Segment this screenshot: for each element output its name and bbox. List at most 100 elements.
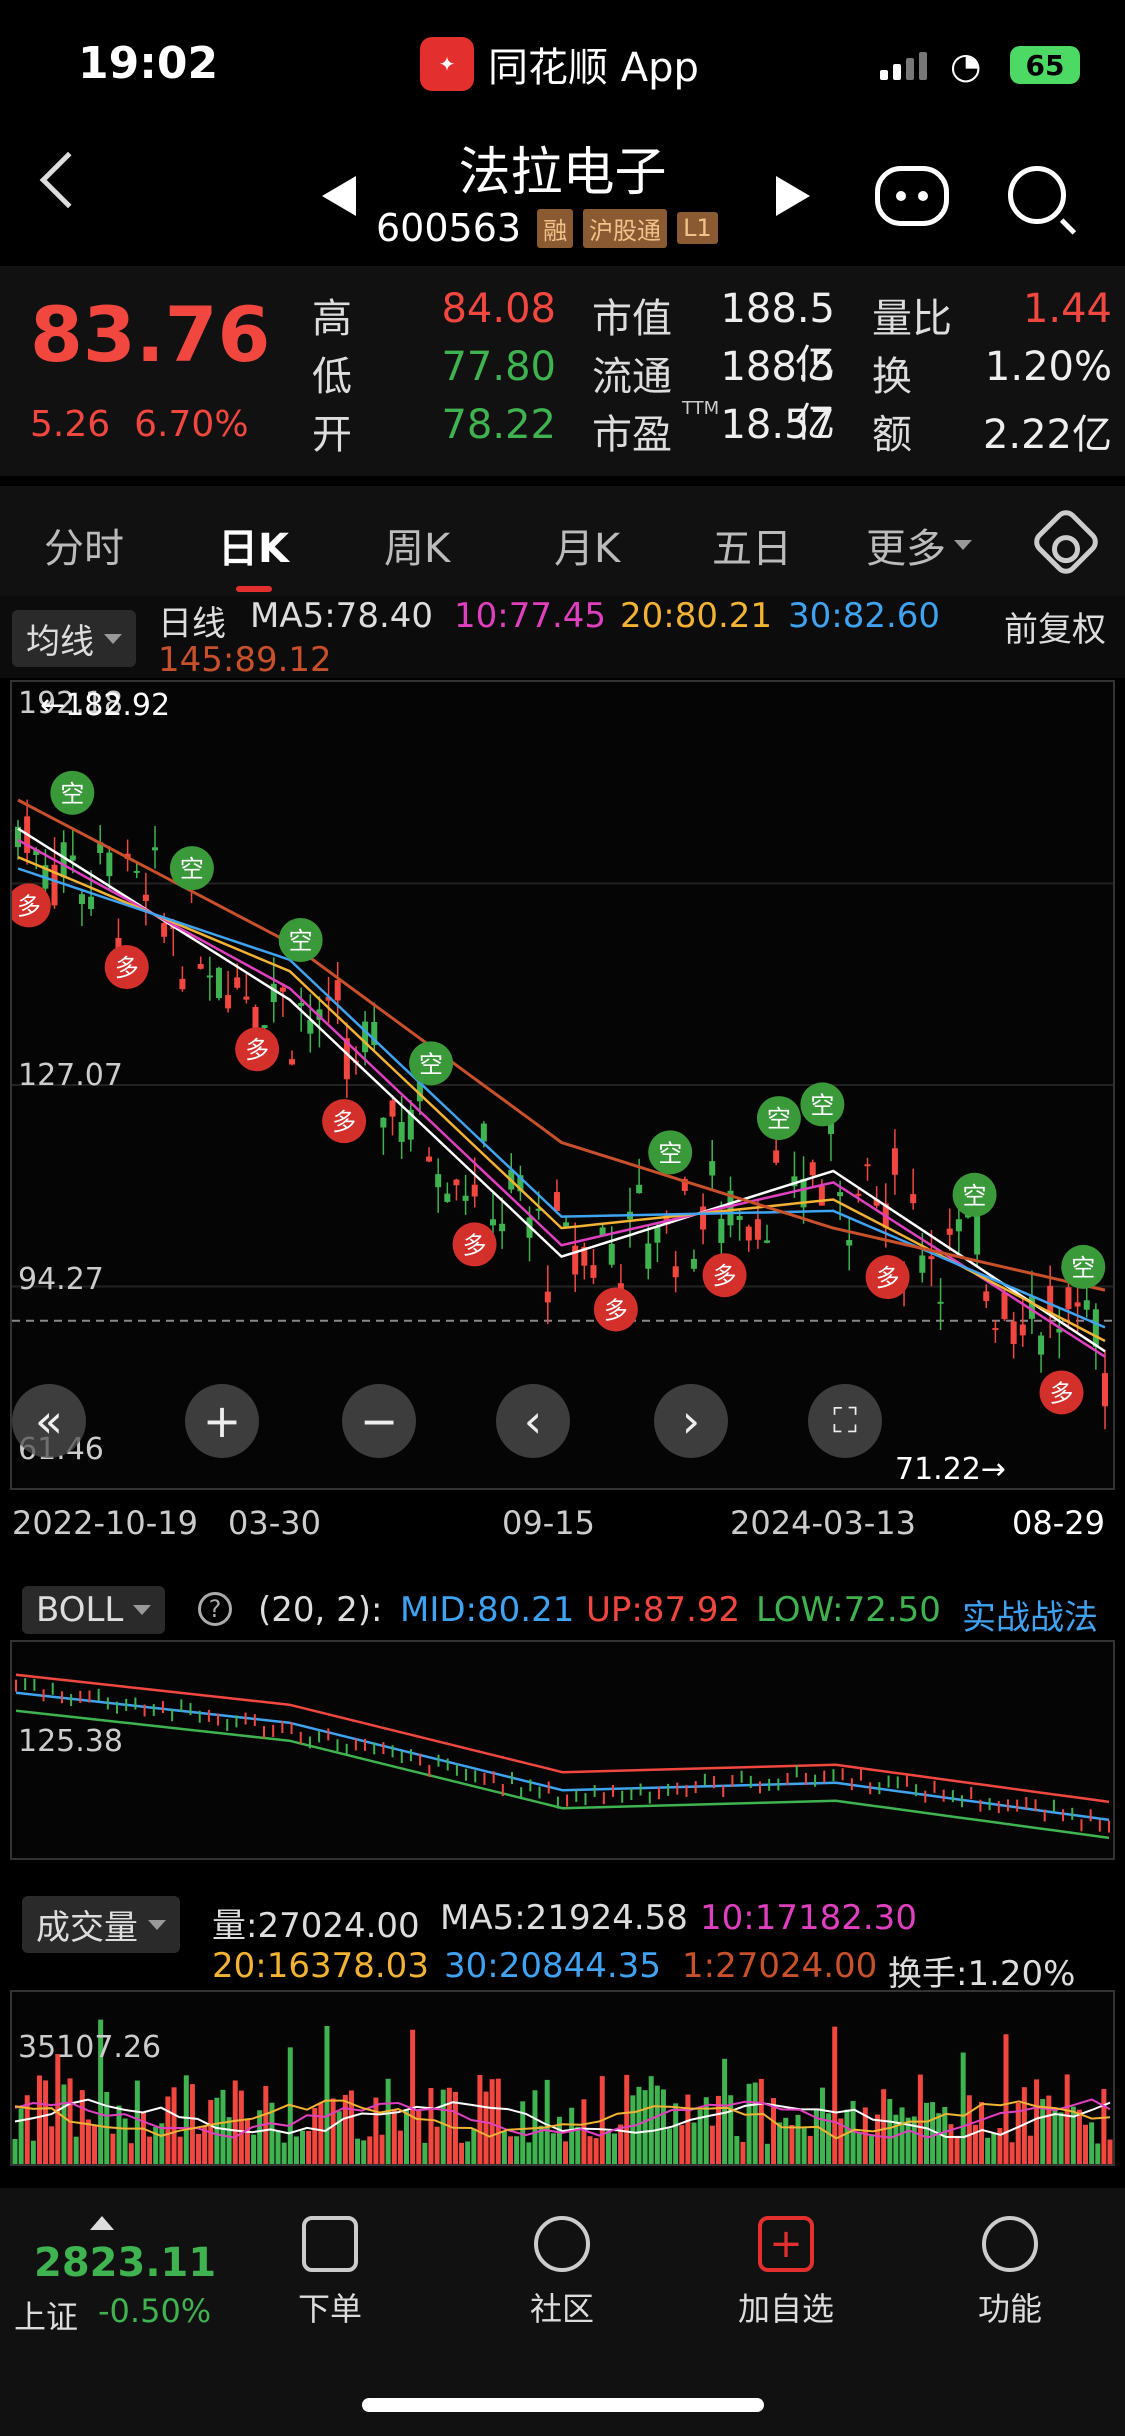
stock-name: 法拉电子 bbox=[458, 143, 667, 203]
tab-daily-k[interactable]: 日K bbox=[218, 526, 289, 572]
community-icon bbox=[534, 2216, 590, 2272]
candle-body-99 bbox=[919, 1255, 926, 1273]
prev-stock-icon[interactable] bbox=[322, 176, 356, 216]
volume-bar-167 bbox=[1034, 2079, 1040, 2164]
volume-bar-123 bbox=[764, 2143, 770, 2164]
tab-more[interactable]: 更多 bbox=[866, 516, 972, 574]
app-indicator: ✦ 同花顺 App bbox=[420, 36, 699, 92]
volume-selector[interactable]: 成交量 bbox=[22, 1896, 180, 1953]
volume-bar-7 bbox=[55, 2054, 61, 2164]
zoom-out-button[interactable]: − bbox=[342, 1384, 416, 1458]
boll-chart[interactable] bbox=[10, 1640, 1115, 1860]
status-time: 19:02 bbox=[78, 38, 219, 89]
tag-connect: 沪股通 bbox=[583, 208, 668, 248]
volume-bar-5 bbox=[43, 2080, 49, 2164]
boll-tactics-link[interactable]: 实战战法 bbox=[962, 1598, 1098, 1638]
candle-body-111 bbox=[1028, 1296, 1035, 1319]
candle-body-8 bbox=[88, 896, 95, 910]
volume-svg bbox=[12, 2019, 1113, 2164]
robot-icon[interactable] bbox=[875, 166, 949, 226]
ma-line-1 bbox=[17, 838, 1106, 1358]
signal-bubble bbox=[702, 1253, 747, 1298]
zoom-in-button[interactable]: + bbox=[185, 1384, 259, 1458]
kline-chart[interactable]: 多空多空多空多空多多空多空空多空多空 bbox=[10, 680, 1115, 1490]
expand-up-icon[interactable] bbox=[90, 2216, 114, 2230]
volume-bar-20 bbox=[134, 2080, 140, 2164]
volume-bar-52 bbox=[330, 2098, 336, 2164]
volume-bar-2 bbox=[24, 2095, 30, 2164]
app-name: 同花顺 App bbox=[488, 45, 699, 91]
candle-body-73 bbox=[681, 1178, 688, 1191]
candle-body-75 bbox=[700, 1206, 707, 1230]
next-stock-icon[interactable] bbox=[776, 176, 810, 216]
tab-intraday[interactable]: 分时 bbox=[44, 526, 124, 572]
volume-bar-153 bbox=[948, 2124, 954, 2164]
ma-period: 日线 bbox=[158, 604, 226, 644]
home-indicator[interactable] bbox=[362, 2398, 764, 2412]
volume-bar-157 bbox=[972, 2124, 978, 2164]
ma30-value: 30:82.60 bbox=[788, 596, 941, 636]
volume-bar-129 bbox=[801, 2128, 807, 2164]
volume-bar-68 bbox=[428, 2088, 434, 2164]
signal-label: 空 bbox=[419, 1050, 443, 1078]
nav-functions[interactable]: 功能 bbox=[950, 2216, 1070, 2330]
adjust-mode[interactable]: 前复权 bbox=[1004, 610, 1106, 650]
volume-bar-135 bbox=[838, 2118, 844, 2164]
volume-bar-179 bbox=[1107, 2139, 1113, 2164]
volume-bar-48 bbox=[306, 2130, 312, 2164]
candle-body-107 bbox=[992, 1328, 999, 1331]
candle-body-98 bbox=[910, 1194, 917, 1204]
tab-weekly-k[interactable]: 周K bbox=[384, 526, 451, 572]
open-value: 78.22 bbox=[441, 402, 556, 448]
volume-chart[interactable] bbox=[10, 1990, 1115, 2166]
amount-label: 额 bbox=[872, 412, 912, 458]
index-value[interactable]: 2823.11 bbox=[34, 2240, 217, 2286]
volume-bar-46 bbox=[293, 2136, 299, 2164]
boll-low: LOW:72.50 bbox=[756, 1590, 941, 1630]
volume-bar-119 bbox=[740, 2141, 746, 2164]
ma-selector[interactable]: 均线 bbox=[12, 610, 136, 667]
volume-bar-62 bbox=[391, 2110, 397, 2164]
low-value: 77.80 bbox=[441, 344, 556, 390]
buy-signal-8: 多 bbox=[452, 1222, 497, 1267]
candle-body-93 bbox=[864, 1164, 871, 1167]
change-percent: 6.70% bbox=[134, 404, 249, 445]
volume-bar-59 bbox=[373, 2097, 379, 2164]
volume-bar-66 bbox=[416, 2110, 422, 2164]
nav-add-watchlist[interactable]: + 加自选 bbox=[726, 2216, 846, 2330]
candle-body-83 bbox=[773, 1150, 780, 1163]
candle-body-45 bbox=[426, 1156, 433, 1162]
candle-body-94 bbox=[873, 1199, 880, 1206]
boll-selector-label: BOLL bbox=[36, 1590, 124, 1630]
help-icon[interactable]: ? bbox=[198, 1592, 232, 1626]
candle-body-110 bbox=[1019, 1324, 1026, 1336]
volume-bar-140 bbox=[868, 2134, 874, 2164]
scroll-right-button[interactable]: › bbox=[654, 1384, 728, 1458]
candle-body-103 bbox=[955, 1219, 962, 1232]
signal-bubble bbox=[169, 846, 214, 891]
volume-bar-10 bbox=[73, 2136, 79, 2164]
volume-bar-58 bbox=[367, 2136, 373, 2164]
volume-bar-98 bbox=[611, 2133, 617, 2164]
tab-monthly-k[interactable]: 月K bbox=[554, 526, 621, 572]
search-icon[interactable] bbox=[1008, 166, 1066, 224]
buy-signal-0: 多 bbox=[12, 883, 51, 928]
tab-five-day[interactable]: 五日 bbox=[712, 526, 792, 572]
volume-bar-170 bbox=[1052, 2109, 1058, 2164]
candle-body-101 bbox=[937, 1301, 944, 1304]
nav-community[interactable]: 社区 bbox=[502, 2216, 622, 2330]
fullscreen-button[interactable]: ⛶ bbox=[808, 1384, 882, 1458]
volume-bar-143 bbox=[887, 2098, 893, 2164]
volume-bar-160 bbox=[991, 2132, 997, 2164]
volume-bar-38 bbox=[244, 2118, 250, 2164]
volume-bar-172 bbox=[1064, 2074, 1070, 2164]
candle-body-74 bbox=[690, 1258, 697, 1269]
volume-bar-61 bbox=[385, 2078, 391, 2164]
volume-bar-78 bbox=[489, 2079, 495, 2164]
scroll-left-button[interactable]: ‹ bbox=[496, 1384, 570, 1458]
fast-back-button[interactable]: « bbox=[12, 1384, 86, 1458]
nav-order[interactable]: 下单 bbox=[270, 2216, 390, 2330]
candle-body-24 bbox=[234, 977, 241, 988]
boll-selector[interactable]: BOLL bbox=[22, 1586, 166, 1634]
